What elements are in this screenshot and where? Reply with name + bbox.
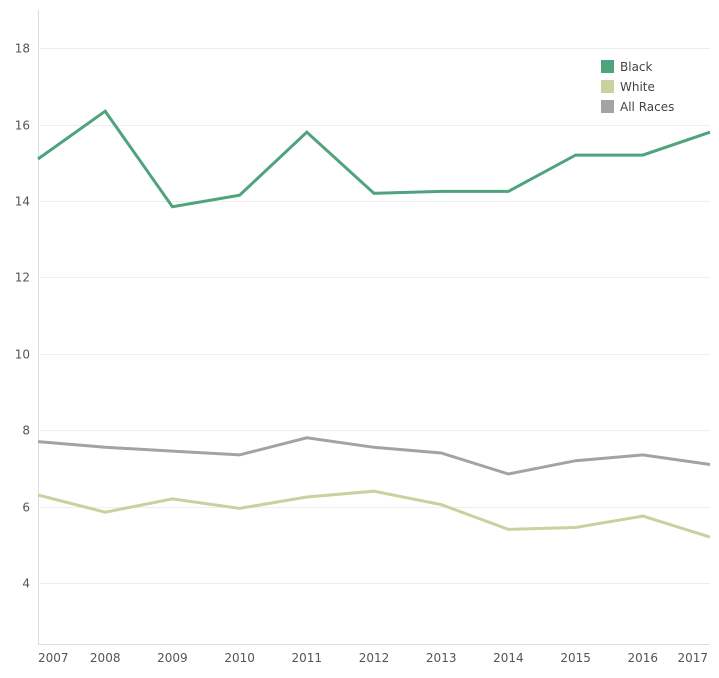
x-tick-label: 2016	[628, 651, 659, 665]
x-tick-label: 2013	[426, 651, 457, 665]
series-line-white	[37, 489, 711, 539]
y-tick-label: 6	[22, 501, 30, 515]
legend-label: White	[620, 80, 655, 94]
legend: Black White All Races	[601, 60, 674, 114]
x-axis-tick-labels: 2007 2008 2009 2010 2011 2012 2013 2014 2015 2016…	[38, 651, 708, 665]
y-axis-tick-labels: 4 6 8 10 12 14 16 18	[15, 42, 30, 591]
x-tick-label: 2017	[677, 651, 708, 665]
legend-swatch	[601, 80, 614, 93]
x-tick-label: 2010	[224, 651, 255, 665]
x-tick-label: 2014	[493, 651, 524, 665]
x-tick-label: 2012	[359, 651, 390, 665]
y-tick-label: 14	[15, 195, 30, 209]
y-tick-label: 10	[15, 348, 30, 362]
legend-label: Black	[620, 60, 653, 74]
y-tick-label: 4	[22, 577, 30, 591]
x-tick-label: 2007	[38, 651, 69, 665]
series-line-all-races	[37, 436, 711, 476]
y-tick-label: 16	[15, 119, 30, 133]
x-tick-label: 2009	[157, 651, 188, 665]
gridlines	[38, 48, 710, 584]
y-tick-label: 12	[15, 271, 30, 285]
x-tick-label: 2011	[292, 651, 323, 665]
series-lines	[37, 109, 711, 539]
y-tick-label: 18	[15, 42, 30, 56]
series-line-black	[37, 109, 711, 209]
y-tick-label: 8	[22, 424, 30, 438]
x-tick-label: 2015	[560, 651, 591, 665]
legend-swatch	[601, 60, 614, 73]
legend-label: All Races	[620, 100, 674, 114]
x-tick-label: 2008	[90, 651, 121, 665]
legend-swatch	[601, 100, 614, 113]
